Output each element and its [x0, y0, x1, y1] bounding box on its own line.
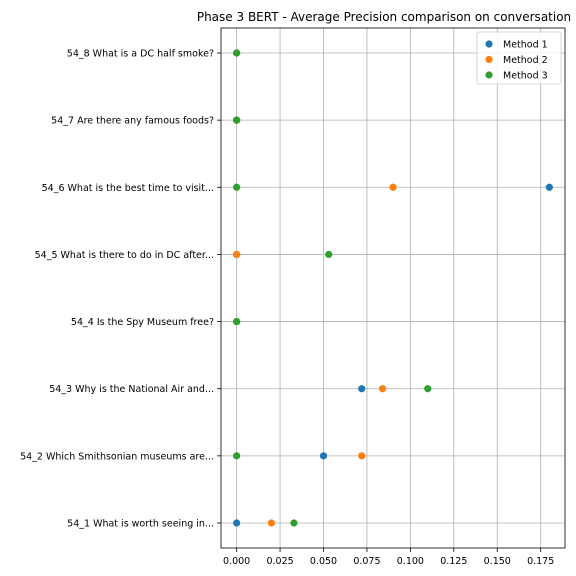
- legend-label: Method 2: [503, 55, 548, 66]
- grid: [221, 28, 565, 548]
- x-tick-label: 0.150: [484, 556, 511, 567]
- y-tick-label: 54_1 What is worth seeing in...: [67, 519, 214, 530]
- point-method-1: [545, 183, 553, 191]
- point-method-1: [233, 519, 241, 527]
- y-tick-label: 54_5 What is there to do in DC after...: [35, 250, 214, 261]
- point-method-1: [319, 452, 328, 460]
- y-tick-label: 54_3 Why is the National Air and...: [49, 384, 214, 395]
- y-tick-label: 54_4 Is the Spy Museum free?: [71, 317, 214, 328]
- y-tick-label: 54_2 Which Smithsonian museums are...: [20, 451, 214, 462]
- y-axis: 54_1 What is worth seeing in... 54_2 Whic…: [20, 49, 221, 530]
- point-method-2: [233, 250, 241, 259]
- point-method-2: [358, 452, 366, 460]
- legend-marker: [485, 71, 493, 79]
- point-method-3: [233, 452, 241, 460]
- data-points: [233, 49, 553, 527]
- y-tick-label: 54_6 What is the best time to visit...: [42, 183, 214, 194]
- legend-marker: [485, 40, 493, 48]
- x-tick-label: 0.175: [527, 556, 554, 567]
- point-method-2: [378, 385, 387, 393]
- point-method-2: [267, 519, 275, 527]
- x-axis: 0.000 0.025 0.050 0.075 0.100 0.125 0.150 0.175: [223, 548, 554, 567]
- point-method-3: [233, 317, 241, 326]
- x-tick-label: 0.000: [223, 556, 250, 567]
- y-tick-label: 54_8 What is a DC half smoke?: [67, 49, 214, 60]
- legend-label: Method 3: [503, 71, 548, 82]
- x-tick-label: 0.025: [266, 556, 293, 567]
- y-tick-label: 54_7 Are there any famous foods?: [51, 116, 214, 127]
- point-method-3: [233, 116, 241, 124]
- point-method-3: [233, 183, 241, 191]
- point-method-3: [290, 519, 298, 527]
- x-tick-label: 0.125: [440, 556, 467, 567]
- legend-marker: [485, 55, 493, 64]
- x-tick-label: 0.050: [310, 556, 337, 567]
- chart-title: Phase 3 BERT - Average Precision compari…: [197, 10, 571, 24]
- x-tick-label: 0.075: [353, 556, 380, 567]
- point-method-2: [389, 183, 397, 191]
- point-method-3: [325, 250, 333, 259]
- plot-frame: [220, 27, 566, 549]
- point-method-3: [424, 385, 432, 393]
- point-method-3: [233, 49, 241, 57]
- point-method-1: [358, 385, 366, 393]
- legend-label: Method 1: [503, 40, 548, 51]
- legend-box: [476, 31, 562, 85]
- x-tick-label: 0.100: [397, 556, 424, 567]
- legend: Method 1 Method 2 Method 3: [476, 31, 562, 85]
